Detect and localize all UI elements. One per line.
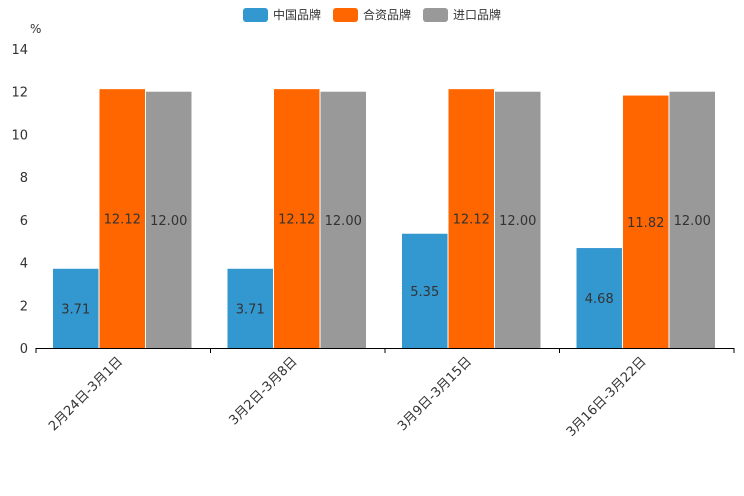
legend-item-joint-venture[interactable]: 合资品牌 <box>332 6 411 23</box>
bar[interactable] <box>99 89 146 348</box>
bar-value-label: 12.00 <box>674 214 711 229</box>
legend-label-joint-venture: 合资品牌 <box>362 8 411 22</box>
bar[interactable] <box>53 268 99 348</box>
bar-value-label: 12.00 <box>325 214 362 229</box>
y-tick-label: 0 <box>20 342 28 357</box>
bar-value-label: 12.12 <box>453 213 490 228</box>
y-tick-label: 8 <box>20 171 28 186</box>
bar-value-label: 3.71 <box>61 302 90 317</box>
bar[interactable] <box>448 89 495 348</box>
y-axis: 0 2 4 6 8 10 12 14 <box>11 43 28 357</box>
y-tick-label: 4 <box>20 257 28 272</box>
y-axis-unit: % <box>30 22 41 36</box>
bar[interactable] <box>227 268 274 348</box>
bar-value-label: 12.12 <box>104 213 141 228</box>
legend-swatch-domestic <box>242 7 268 22</box>
x-tick-label: 3月9日-3月15日 <box>395 354 475 434</box>
x-tick-label: 2月24日-3月1日 <box>46 354 126 434</box>
bar-value-label: 12.00 <box>150 214 187 229</box>
bar-value-label: 12.12 <box>278 213 315 228</box>
y-tick-label: 14 <box>11 43 28 58</box>
legend-swatch-joint-venture <box>332 7 358 22</box>
bar-value-label: 5.35 <box>410 285 439 300</box>
y-tick-label: 12 <box>11 86 28 101</box>
bar[interactable] <box>146 91 192 348</box>
x-tick-label: 3月2日-3月8日 <box>226 354 300 428</box>
bar-value-label: 4.68 <box>585 292 614 307</box>
legend-label-domestic: 中国品牌 <box>272 8 321 22</box>
bar[interactable] <box>274 89 320 348</box>
y-tick-label: 2 <box>20 299 28 314</box>
legend-label-imported: 进口品牌 <box>453 8 502 22</box>
legend-item-domestic[interactable]: 中国品牌 <box>242 6 321 23</box>
bar[interactable] <box>576 248 623 348</box>
bar[interactable] <box>623 95 669 349</box>
bar-value-label: 3.71 <box>236 302 265 317</box>
bar[interactable] <box>495 91 541 348</box>
bar[interactable] <box>320 91 367 348</box>
legend: 中国品牌 合资品牌 进口品牌 <box>0 6 744 23</box>
bar[interactable] <box>402 233 448 348</box>
y-tick-label: 10 <box>11 128 28 143</box>
legend-item-imported[interactable]: 进口品牌 <box>423 6 501 23</box>
x-tick-label: 3月16日-3月22日 <box>564 354 650 440</box>
bars: 3.71 12.12 12.00 3.71 12.12 12.00 5.35 12.12 12.… <box>53 89 716 349</box>
bar-value-label: 11.82 <box>627 216 664 231</box>
x-axis: 2月24日-3月1日 3月2日-3月8日 3月9日-3月15日 3月16日-3月22日 <box>35 348 735 440</box>
legend-swatch-imported <box>423 7 448 22</box>
bar-value-label: 12.00 <box>499 214 536 229</box>
y-tick-label: 6 <box>20 214 28 229</box>
bar[interactable] <box>669 91 716 348</box>
